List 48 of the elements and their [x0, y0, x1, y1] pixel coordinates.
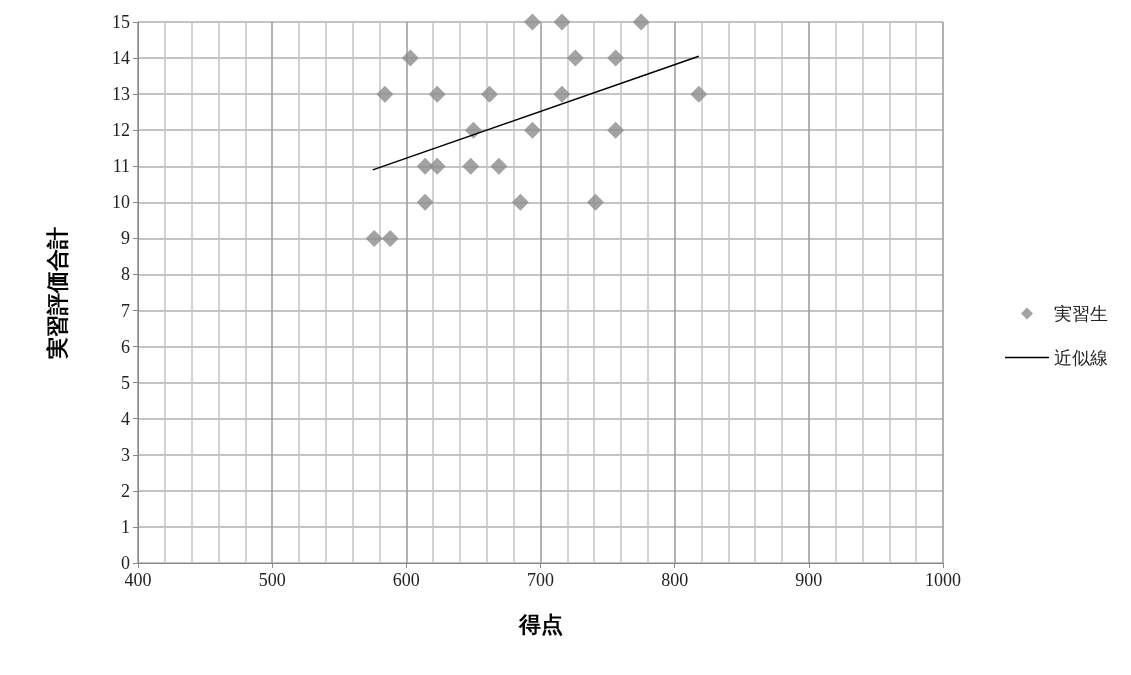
point — [462, 157, 480, 175]
point — [607, 49, 625, 67]
point — [511, 193, 529, 211]
point — [365, 229, 383, 247]
y-tick-label: 12 — [112, 120, 130, 141]
point — [607, 121, 625, 139]
x-tick-label: 600 — [392, 570, 420, 590]
point — [690, 85, 708, 103]
x-axis-title: 得点 — [517, 611, 563, 637]
y-tick-label: 14 — [112, 48, 130, 69]
point — [428, 157, 446, 175]
y-tick-label: 15 — [112, 12, 130, 32]
y-tick-label: 13 — [112, 84, 130, 105]
point — [587, 193, 605, 211]
y-tick-label: 8 — [121, 264, 130, 285]
point — [376, 85, 394, 103]
point — [553, 85, 571, 103]
x-tick-label: 400 — [124, 570, 152, 590]
x-tick-label: 1000 — [925, 570, 961, 590]
y-tick-label: 6 — [121, 336, 130, 357]
point — [566, 49, 584, 67]
point — [523, 121, 541, 139]
x-tick-label: 800 — [661, 570, 689, 590]
point — [416, 193, 434, 211]
y-tick-label: 5 — [121, 372, 130, 393]
x-tick-label: 700 — [527, 570, 554, 590]
point — [553, 13, 571, 31]
y-tick-label: 7 — [121, 300, 130, 321]
point — [481, 85, 499, 103]
point — [632, 13, 650, 31]
point — [523, 13, 541, 31]
y-tick-label: 9 — [121, 228, 130, 249]
legend-label: 実習生 — [1054, 303, 1108, 324]
y-tick-label: 2 — [121, 480, 130, 501]
point — [490, 157, 508, 175]
x-tick-label: 500 — [258, 570, 286, 590]
y-tick-label: 10 — [112, 192, 130, 213]
y-tick-label: 1 — [121, 516, 130, 537]
y-tick-label: 4 — [121, 408, 130, 429]
point — [428, 85, 446, 103]
point — [381, 229, 399, 247]
y-tick-label: 11 — [112, 156, 130, 177]
y-axis-title: 実習評価合計 — [44, 226, 70, 360]
y-tick-label: 3 — [121, 444, 130, 465]
x-tick-label: 900 — [795, 570, 823, 590]
y-tick-label: 0 — [121, 553, 130, 573]
point — [401, 49, 419, 67]
legend-label: 近似線 — [1054, 347, 1108, 368]
